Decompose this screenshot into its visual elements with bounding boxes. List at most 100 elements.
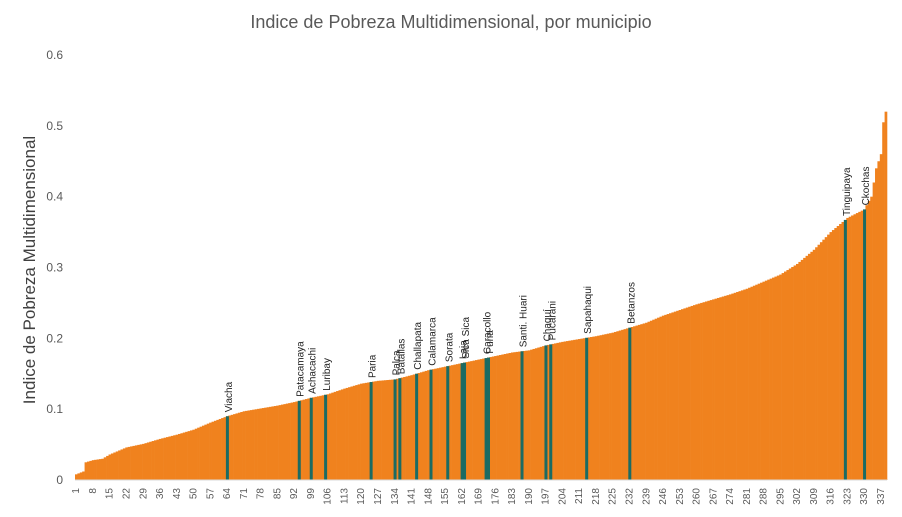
bar <box>273 406 277 480</box>
bar <box>249 410 253 480</box>
bar <box>218 418 222 480</box>
bar <box>264 407 267 480</box>
bar <box>815 247 818 480</box>
bar <box>304 399 308 480</box>
y-tick-label: 0.5 <box>46 119 63 133</box>
bar <box>522 350 526 480</box>
bar <box>175 434 179 480</box>
bar <box>75 474 78 480</box>
bar <box>395 378 399 480</box>
bar <box>144 443 148 480</box>
bar <box>434 368 437 480</box>
bar <box>269 406 272 480</box>
bar <box>551 343 555 480</box>
bar <box>554 343 557 480</box>
x-tick-label: 64 <box>222 488 233 500</box>
x-tick-label: 106 <box>323 488 334 505</box>
chart-title: Indice de Pobreza Multidimensional, por … <box>250 12 652 32</box>
bar <box>319 395 323 480</box>
bar <box>101 458 105 480</box>
bar <box>154 440 157 480</box>
bar <box>166 437 169 480</box>
x-tick-label: 197 <box>541 488 552 505</box>
bar <box>257 408 260 480</box>
x-tick-label: 141 <box>407 488 418 505</box>
bar <box>671 312 675 480</box>
bar <box>846 217 849 481</box>
bar <box>168 436 172 480</box>
bar-annotation: Laja <box>459 340 470 359</box>
x-tick-label: 162 <box>457 488 468 505</box>
x-tick-label: 183 <box>507 488 518 505</box>
bar <box>91 460 95 480</box>
bar <box>779 274 782 480</box>
bar <box>422 371 426 481</box>
bar <box>604 334 608 480</box>
bar <box>539 346 543 480</box>
bar <box>803 257 806 480</box>
bar <box>189 430 193 480</box>
bar <box>530 349 533 480</box>
bar <box>748 287 751 480</box>
highlight-bar <box>429 369 433 480</box>
bar <box>836 226 840 480</box>
bar <box>192 429 196 480</box>
bar <box>314 396 318 480</box>
x-tick-label: 316 <box>826 488 837 505</box>
highlight-bar <box>460 363 464 481</box>
bar <box>676 310 679 480</box>
bar <box>721 296 725 480</box>
bar <box>822 239 826 480</box>
bar <box>494 356 497 480</box>
bar <box>312 397 315 480</box>
bar <box>652 319 655 480</box>
bar <box>237 412 241 480</box>
bar-annotation: Ckochas <box>861 167 872 206</box>
bar <box>367 382 370 480</box>
bar <box>178 433 181 480</box>
bar <box>352 385 356 480</box>
bar <box>774 276 778 480</box>
bar <box>683 308 687 480</box>
bar <box>290 402 294 480</box>
bar <box>800 259 804 480</box>
bar <box>467 361 471 480</box>
highlight-bar <box>484 358 488 480</box>
bar <box>755 284 758 480</box>
bar <box>439 367 442 480</box>
bar <box>475 360 478 480</box>
bar <box>427 370 430 480</box>
bar <box>745 288 749 480</box>
bar <box>245 410 248 480</box>
bar <box>374 381 378 480</box>
bar <box>477 359 481 480</box>
bar <box>182 432 186 480</box>
bar <box>625 328 629 480</box>
highlight-bar <box>309 397 313 480</box>
bar <box>355 385 358 480</box>
bar <box>233 414 236 481</box>
bar <box>575 339 579 480</box>
bar <box>443 366 447 480</box>
x-tick-label: 190 <box>524 488 535 505</box>
bar <box>704 301 708 480</box>
bar <box>173 435 176 480</box>
x-tick-label: 302 <box>792 488 803 505</box>
bar <box>247 410 251 480</box>
x-tick-label: 323 <box>842 488 853 505</box>
bar <box>609 333 612 480</box>
bar <box>194 428 198 480</box>
bar <box>654 318 658 480</box>
bar <box>472 360 476 480</box>
y-tick-label: 0.2 <box>46 331 63 345</box>
bar <box>692 305 696 480</box>
bar <box>616 331 620 480</box>
x-tick-label: 218 <box>591 488 602 505</box>
highlight-bar <box>843 219 847 480</box>
bar <box>611 332 615 480</box>
bar <box>496 355 500 480</box>
bar <box>362 383 366 480</box>
bar <box>851 215 854 481</box>
bar <box>228 415 231 480</box>
highlight-bar <box>324 394 328 480</box>
